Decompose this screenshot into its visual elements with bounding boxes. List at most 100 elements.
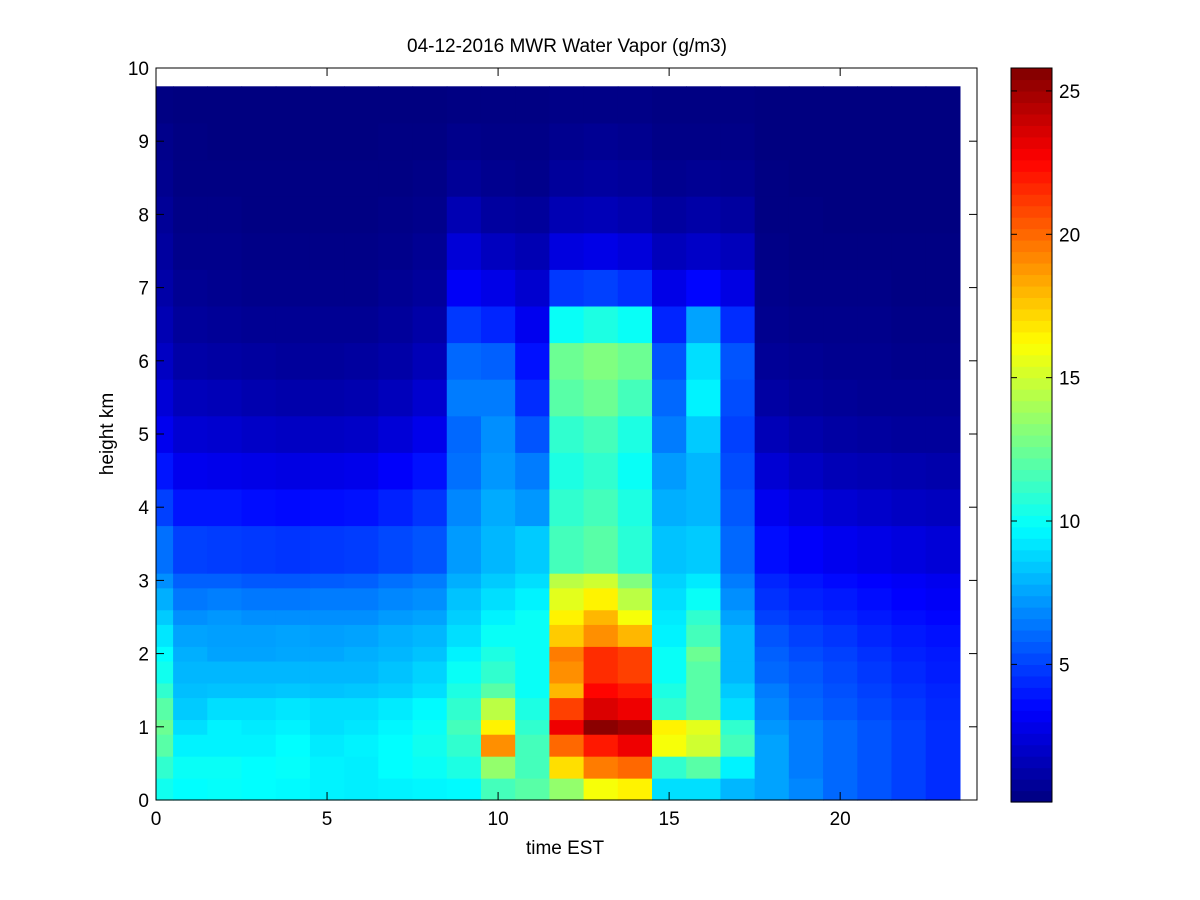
heatmap-cell: [241, 452, 277, 490]
heatmap-cell: [823, 452, 858, 490]
heatmap-cell: [173, 609, 208, 625]
heatmap-cell: [275, 415, 311, 453]
heatmap-cell: [583, 305, 619, 344]
heatmap-cell: [652, 525, 687, 574]
heatmap-cell: [754, 660, 790, 684]
heatmap-cell: [754, 232, 790, 270]
heatmap-cell: [549, 196, 585, 234]
heatmap-cell: [480, 415, 516, 453]
heatmap-cell: [275, 660, 311, 684]
colorbar-step: [1011, 515, 1052, 528]
heatmap-cell: [857, 196, 893, 234]
heatmap-cell: [412, 525, 448, 574]
heatmap-cell: [549, 159, 585, 197]
heatmap-cell: [412, 86, 448, 124]
heatmap-cell: [412, 609, 448, 625]
heatmap-cell: [891, 624, 927, 647]
heatmap-cell: [686, 646, 722, 662]
heatmap-cell: [549, 719, 585, 735]
heatmap-cell: [156, 778, 174, 801]
heatmap-cell: [207, 756, 243, 779]
heatmap-cell: [344, 379, 379, 417]
heatmap-cell: [720, 697, 756, 721]
heatmap-cell: [173, 573, 208, 589]
heatmap-cell: [857, 86, 893, 124]
heatmap-cell: [583, 196, 619, 234]
heatmap-cell: [207, 86, 243, 124]
heatmap-cell: [754, 525, 790, 574]
heatmap-cell: [207, 660, 243, 684]
heatmap-cell: [241, 697, 277, 721]
heatmap-cell: [652, 660, 687, 684]
heatmap-cell: [173, 159, 208, 197]
heatmap-cell: [823, 682, 858, 699]
heatmap-cell: [652, 587, 687, 611]
heatmap-cell: [515, 159, 550, 197]
heatmap-cell: [446, 122, 482, 161]
heatmap-cell: [617, 660, 653, 684]
heatmap-cell: [652, 415, 687, 453]
heatmap-cell: [378, 646, 414, 662]
heatmap-cell: [583, 778, 619, 801]
heatmap-cell: [241, 734, 277, 757]
heatmap-cell: [173, 305, 208, 344]
heatmap-cell: [686, 342, 722, 380]
heatmap-cell: [515, 719, 550, 735]
heatmap-cell: [412, 196, 448, 234]
colorbar-step: [1011, 664, 1052, 677]
heatmap-cell: [207, 573, 243, 589]
heatmap-cell: [652, 624, 687, 647]
heatmap-cell: [925, 719, 961, 735]
heatmap-cell: [583, 660, 619, 684]
colorbar-step: [1011, 262, 1052, 276]
heatmap-cell: [156, 682, 174, 699]
heatmap-cell: [446, 452, 482, 490]
heatmap-cell: [788, 609, 824, 625]
heatmap-cell: [480, 86, 516, 124]
heatmap-cell: [412, 488, 448, 527]
colorbar-step: [1011, 629, 1052, 643]
heatmap-cell: [207, 232, 243, 270]
heatmap-cell: [549, 379, 585, 417]
heatmap-cell: [652, 778, 687, 801]
heatmap-cell: [241, 660, 277, 684]
heatmap-cell: [891, 232, 927, 270]
heatmap-cell: [344, 452, 379, 490]
heatmap-cell: [925, 342, 961, 380]
heatmap-cell: [652, 488, 687, 527]
colorbar-step: [1011, 480, 1052, 493]
colorbar-step: [1011, 159, 1052, 172]
heatmap-cell: [446, 660, 482, 684]
heatmap-cell: [686, 573, 722, 589]
heatmap-cell: [823, 697, 858, 721]
colorbar-step: [1011, 182, 1052, 195]
heatmap-cell: [207, 646, 243, 662]
colorbar-frame: [1010, 67, 1053, 803]
heatmap-cell: [686, 452, 722, 490]
colorbar-step: [1011, 503, 1052, 516]
heatmap-cell: [857, 415, 893, 453]
heatmap-cell: [754, 587, 790, 611]
colorbar-step: [1011, 90, 1052, 104]
heatmap-cell: [823, 86, 858, 124]
colorbar-step: [1011, 756, 1052, 769]
heatmap-cell: [207, 525, 243, 574]
heatmap-cell: [275, 86, 311, 124]
heatmap-cell: [309, 488, 345, 527]
colorbar-step: [1011, 366, 1052, 379]
heatmap-cell: [412, 122, 448, 161]
heatmap-cell: [652, 86, 687, 124]
heatmap-cell: [412, 778, 448, 801]
colorbar-tick-label: 10: [1059, 512, 1080, 533]
heatmap-cell: [925, 525, 961, 574]
heatmap-cell: [891, 587, 927, 611]
heatmap-cell: [378, 778, 414, 801]
colorbar-step: [1011, 377, 1052, 390]
y-tick-label: 2: [138, 645, 149, 666]
colorbar-step: [1011, 457, 1052, 471]
heatmap-cell: [788, 379, 824, 417]
heatmap-cell: [925, 697, 961, 721]
colorbar-step: [1011, 698, 1052, 711]
heatmap-cell: [617, 488, 653, 527]
heatmap-cell: [275, 232, 311, 270]
